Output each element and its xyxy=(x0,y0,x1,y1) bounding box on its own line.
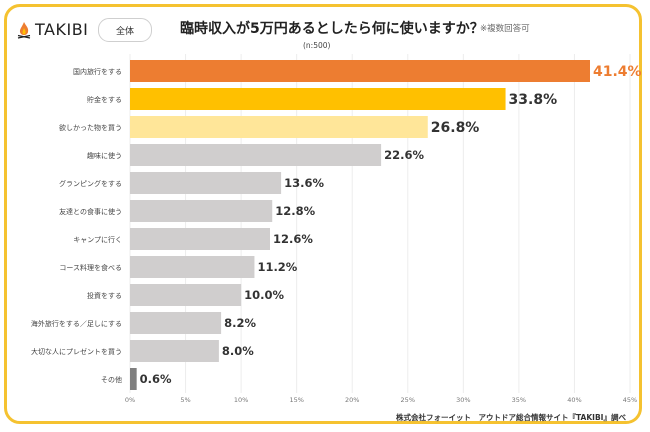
x-tick-label: 15% xyxy=(289,396,303,404)
x-axis-ticks: 0% 5% 10% 15% 20% 25% 30% 35% 40% 45% xyxy=(125,396,637,404)
bars xyxy=(130,60,590,390)
sample-size: (n:500) xyxy=(303,41,331,50)
campfire-icon xyxy=(17,21,31,39)
value-label: 8.0% xyxy=(222,344,254,358)
category-label: 国内旅行をする xyxy=(73,67,122,76)
value-label: 11.2% xyxy=(257,260,297,274)
category-label: 趣味に使う xyxy=(87,151,122,160)
bar xyxy=(130,88,506,110)
x-tick-label: 30% xyxy=(456,396,470,404)
bar xyxy=(130,284,242,306)
chart-title: 臨時収入が5万円あるとしたら何に使いますか？ xyxy=(180,21,484,37)
category-label: キャンプに行く xyxy=(73,235,122,244)
category-label: 投資をする xyxy=(87,291,122,300)
bar xyxy=(130,312,222,334)
bar xyxy=(130,228,270,250)
value-label: 10.0% xyxy=(244,288,284,302)
category-label: 欲しかった物を買う xyxy=(59,123,122,132)
multiple-answer-note: ※複数回答可 xyxy=(480,24,530,34)
category-label: 貯金をする xyxy=(87,95,122,104)
category-label: その他 xyxy=(101,375,122,384)
bar xyxy=(130,340,219,362)
x-tick-label: 40% xyxy=(567,396,581,404)
value-labels: 41.4% 33.8% 26.8% 22.6% 13.6% 12.8% 12.6% 11.2%… xyxy=(140,64,642,386)
value-label: 33.8% xyxy=(509,92,558,108)
category-label: グランピングをする xyxy=(59,179,122,188)
value-label: 8.2% xyxy=(224,316,256,330)
category-label: 友達との食事に使う xyxy=(59,207,122,216)
value-label: 12.6% xyxy=(273,232,313,246)
value-label: 41.4% xyxy=(593,64,642,80)
bar xyxy=(130,368,137,390)
brand-name: TAKIBI xyxy=(35,20,89,39)
category-label: コース料理を食べる xyxy=(59,263,122,272)
bar xyxy=(130,144,382,166)
source-credit: 株式会社フォーイット アウトドア総合情報サイト『TAKIBI』調べ xyxy=(396,413,626,422)
value-label: 22.6% xyxy=(384,148,424,162)
category-labels: 国内旅行をする貯金をする欲しかった物を買う趣味に使うグランピングをする友達との食… xyxy=(31,67,122,384)
bar xyxy=(130,200,273,222)
category-label: 海外旅行をする／足しにする xyxy=(31,319,122,328)
bar xyxy=(130,172,282,194)
x-tick-label: 5% xyxy=(180,396,190,404)
x-tick-label: 45% xyxy=(623,396,637,404)
x-tick-label: 20% xyxy=(345,396,359,404)
value-label: 26.8% xyxy=(431,120,480,136)
scope-badge: 全体 xyxy=(98,18,152,42)
bar xyxy=(130,60,590,82)
value-label: 0.6% xyxy=(140,372,172,386)
x-tick-label: 0% xyxy=(125,396,135,404)
category-label: 大切な人にプレゼントを買う xyxy=(31,347,122,356)
value-label: 12.8% xyxy=(275,204,315,218)
x-tick-label: 25% xyxy=(401,396,415,404)
bar xyxy=(130,256,255,278)
value-label: 13.6% xyxy=(284,176,324,190)
bar xyxy=(130,116,428,138)
gridlines xyxy=(129,54,631,393)
brand-logo: TAKIBI xyxy=(16,20,88,39)
x-tick-label: 35% xyxy=(512,396,526,404)
x-tick-label: 10% xyxy=(234,396,248,404)
